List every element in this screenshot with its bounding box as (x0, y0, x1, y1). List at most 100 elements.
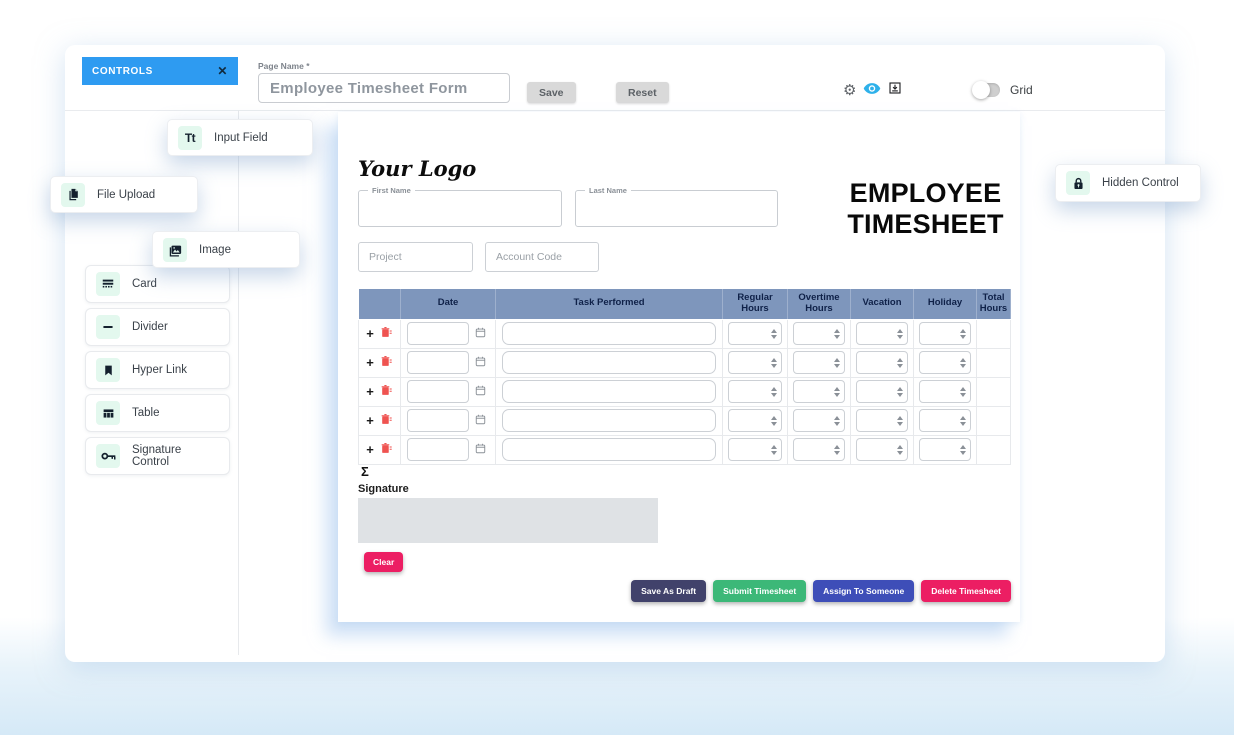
page-name-input[interactable] (258, 73, 510, 103)
task-performed-input[interactable] (502, 409, 716, 433)
overtime-hours-input[interactable] (793, 409, 845, 433)
holiday-input[interactable] (919, 380, 971, 404)
calendar-icon[interactable] (475, 383, 486, 401)
save-as-draft-button[interactable]: Save As Draft (631, 580, 707, 602)
regular-hours-input[interactable] (728, 351, 782, 375)
topbar-divider (65, 110, 1165, 111)
first-name-field[interactable]: First Name (358, 186, 562, 227)
date-input[interactable] (407, 351, 469, 375)
number-stepper[interactable] (897, 357, 903, 368)
sidebar-item-hyperlink[interactable]: Hyper Link (85, 351, 230, 389)
delete-row-trash-icon[interactable] (380, 354, 393, 372)
number-stepper[interactable] (897, 386, 903, 397)
delete-row-trash-icon[interactable] (380, 412, 393, 430)
sidebar-item-divider[interactable]: Divider (85, 308, 230, 346)
number-stepper[interactable] (771, 444, 777, 455)
task-performed-input[interactable] (502, 351, 716, 375)
task-performed-input[interactable] (502, 438, 716, 462)
task-performed-input[interactable] (502, 380, 716, 404)
card-icon (96, 272, 120, 296)
add-row-icon[interactable]: + (366, 442, 374, 458)
task-performed-input[interactable] (502, 322, 716, 346)
number-stepper[interactable] (897, 328, 903, 339)
date-input[interactable] (407, 409, 469, 433)
holiday-input[interactable] (919, 351, 971, 375)
import-template-icon[interactable] (888, 81, 902, 100)
account-code-input[interactable] (485, 242, 599, 272)
sidebar-item-card[interactable]: Card (85, 265, 230, 303)
signature-pad[interactable] (358, 498, 658, 543)
submit-timesheet-button[interactable]: Submit Timesheet (713, 580, 807, 602)
grid-toggle[interactable] (972, 81, 1000, 99)
grid-toggle-knob[interactable] (972, 81, 990, 99)
holiday-input[interactable] (919, 322, 971, 346)
vacation-input[interactable] (856, 409, 908, 433)
holiday-input[interactable] (919, 438, 971, 462)
number-stepper[interactable] (897, 415, 903, 426)
overtime-hours-input[interactable] (793, 322, 845, 346)
settings-gear-icon[interactable]: ⚙ (843, 82, 857, 99)
number-stepper[interactable] (771, 328, 777, 339)
number-stepper[interactable] (771, 415, 777, 426)
vacation-input[interactable] (856, 380, 908, 404)
number-stepper[interactable] (834, 444, 840, 455)
drag-item-hidden-control[interactable]: Hidden Control (1055, 164, 1201, 202)
last-name-field[interactable]: Last Name (575, 186, 778, 227)
number-stepper[interactable] (960, 415, 966, 426)
sidebar-item-table[interactable]: Table (85, 394, 230, 432)
assign-to-someone-button[interactable]: Assign To Someone (813, 580, 915, 602)
vacation-input[interactable] (856, 322, 908, 346)
regular-hours-input[interactable] (728, 380, 782, 404)
last-name-label: Last Name (585, 186, 631, 195)
regular-hours-input[interactable] (728, 409, 782, 433)
page-name-label: Page Name * (258, 61, 310, 71)
date-input[interactable] (407, 322, 469, 346)
drag-item-input-field[interactable]: Tt Input Field (167, 119, 313, 156)
holiday-input[interactable] (919, 409, 971, 433)
vacation-input[interactable] (856, 438, 908, 462)
number-stepper[interactable] (960, 444, 966, 455)
add-row-icon[interactable]: + (366, 355, 374, 371)
delete-row-trash-icon[interactable] (380, 383, 393, 401)
number-stepper[interactable] (834, 328, 840, 339)
regular-hours-input[interactable] (728, 438, 782, 462)
key-icon (96, 444, 120, 468)
add-row-icon[interactable]: + (366, 413, 374, 429)
number-stepper[interactable] (834, 415, 840, 426)
number-stepper[interactable] (834, 357, 840, 368)
preview-eye-icon[interactable] (863, 82, 881, 100)
overtime-hours-input[interactable] (793, 351, 845, 375)
add-row-icon[interactable]: + (366, 384, 374, 400)
reset-button[interactable]: Reset (616, 82, 669, 103)
clear-signature-button[interactable]: Clear (364, 552, 404, 572)
delete-timesheet-button[interactable]: Delete Timesheet (921, 580, 1011, 602)
calendar-icon[interactable] (475, 412, 486, 430)
column-header: Total Hours (976, 288, 1011, 320)
drag-item-image[interactable]: Image (152, 231, 300, 268)
drag-item-file-upload[interactable]: File Upload (50, 176, 198, 213)
form-actions: Save As Draft Submit Timesheet Assign To… (631, 580, 1011, 602)
calendar-icon[interactable] (475, 441, 486, 459)
number-stepper[interactable] (960, 328, 966, 339)
close-icon[interactable]: ✕ (217, 64, 228, 78)
add-row-icon[interactable]: + (366, 326, 374, 342)
sidebar-item-signature[interactable]: Signature Control (85, 437, 230, 475)
date-input[interactable] (407, 438, 469, 462)
project-input[interactable] (358, 242, 473, 272)
date-input[interactable] (407, 380, 469, 404)
calendar-icon[interactable] (475, 354, 486, 372)
delete-row-trash-icon[interactable] (380, 325, 393, 343)
regular-hours-input[interactable] (728, 322, 782, 346)
number-stepper[interactable] (897, 444, 903, 455)
overtime-hours-input[interactable] (793, 438, 845, 462)
number-stepper[interactable] (771, 386, 777, 397)
number-stepper[interactable] (960, 386, 966, 397)
delete-row-trash-icon[interactable] (380, 441, 393, 459)
overtime-hours-input[interactable] (793, 380, 845, 404)
vacation-input[interactable] (856, 351, 908, 375)
save-button[interactable]: Save (527, 82, 576, 103)
number-stepper[interactable] (960, 357, 966, 368)
calendar-icon[interactable] (475, 325, 486, 343)
number-stepper[interactable] (834, 386, 840, 397)
number-stepper[interactable] (771, 357, 777, 368)
